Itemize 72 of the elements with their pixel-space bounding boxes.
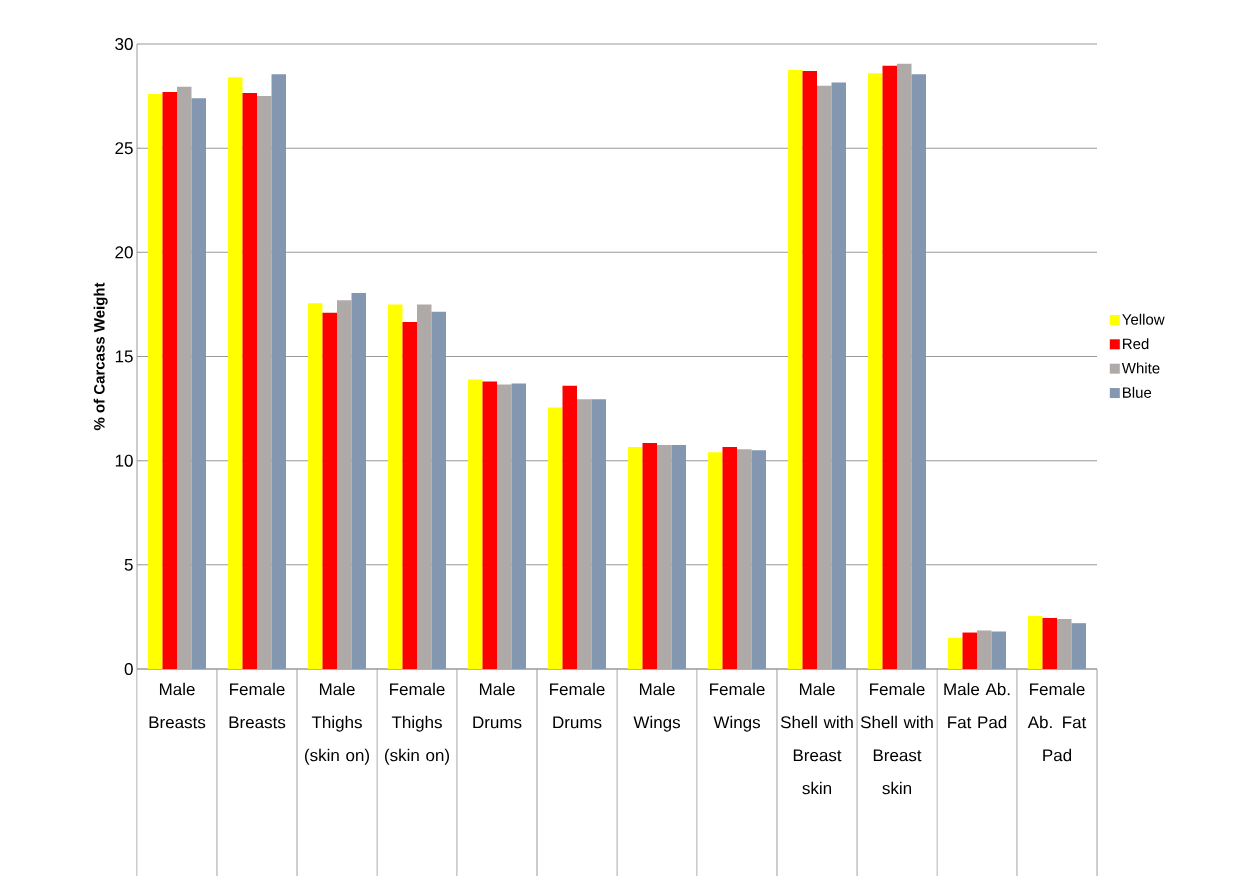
y-tick-label: 10 xyxy=(115,454,133,467)
category-label: Male Shell with Breast skin xyxy=(780,682,853,795)
bar xyxy=(417,304,432,669)
bar xyxy=(388,304,403,669)
bar xyxy=(191,98,206,669)
legend-label: Blue xyxy=(1123,386,1152,398)
bar xyxy=(751,450,767,669)
category-label: Male Ab. Fat Pad xyxy=(944,682,1010,729)
bar xyxy=(991,631,1007,669)
category-label: Male Drums xyxy=(473,682,522,729)
bar xyxy=(242,92,258,669)
bar xyxy=(628,447,643,669)
category-label: Female Thighs (skin on) xyxy=(384,682,450,765)
bar xyxy=(788,70,803,669)
y-tick-label: 15 xyxy=(115,350,133,363)
category-label: Female Drums xyxy=(550,682,605,729)
y-tick-label: 25 xyxy=(115,142,133,155)
bar xyxy=(271,74,287,669)
bar xyxy=(671,445,687,669)
bar xyxy=(831,82,847,669)
category-label: Male Thighs (skin on) xyxy=(304,682,370,765)
bar xyxy=(577,399,592,669)
category-label: Female Ab. Fat Pad xyxy=(1027,682,1087,762)
bar xyxy=(177,86,192,669)
bar xyxy=(497,384,512,669)
category-label: Female Shell with Breast skin xyxy=(860,682,933,795)
bar xyxy=(1057,619,1072,669)
y-tick-label: 5 xyxy=(124,558,133,571)
bar xyxy=(162,91,177,669)
bar xyxy=(882,65,898,669)
bar xyxy=(962,632,978,669)
bar xyxy=(337,300,352,669)
y-tick-label: 20 xyxy=(115,246,133,259)
bar xyxy=(722,447,738,669)
y-tick-label: 0 xyxy=(124,662,133,676)
bar xyxy=(977,630,992,669)
bar xyxy=(228,77,243,669)
y-tick-label: 30 xyxy=(115,37,133,51)
bar xyxy=(562,385,578,669)
bar xyxy=(802,71,818,669)
legend-label: Yellow xyxy=(1122,313,1165,325)
bar xyxy=(308,303,323,669)
legend-label: White xyxy=(1121,362,1160,374)
bar xyxy=(511,383,527,669)
bar xyxy=(868,73,883,669)
bar xyxy=(548,407,563,669)
legend-label: Red xyxy=(1123,338,1149,350)
y-axis-title: % of Carcass Weight xyxy=(93,282,108,431)
bar xyxy=(468,379,483,669)
bar xyxy=(482,381,498,669)
category-label: Female Breasts xyxy=(229,682,286,729)
bar xyxy=(657,445,672,669)
bar xyxy=(402,322,418,669)
bar xyxy=(257,96,272,669)
bar xyxy=(431,311,447,669)
bar xyxy=(351,292,367,669)
bar xyxy=(1071,623,1087,669)
category-label: Male Breasts xyxy=(149,682,206,729)
bar xyxy=(642,442,658,669)
bar xyxy=(948,637,963,669)
bar xyxy=(322,312,338,669)
bar xyxy=(591,399,607,669)
bar xyxy=(1028,615,1043,669)
bar xyxy=(1042,617,1058,669)
bar xyxy=(737,449,752,669)
bar xyxy=(148,94,163,669)
category-label: Female Wings xyxy=(710,682,765,732)
bar xyxy=(897,63,912,669)
bar xyxy=(911,74,927,669)
bar xyxy=(708,452,723,669)
category-label: Male Wings xyxy=(633,682,681,732)
bar xyxy=(817,85,832,669)
